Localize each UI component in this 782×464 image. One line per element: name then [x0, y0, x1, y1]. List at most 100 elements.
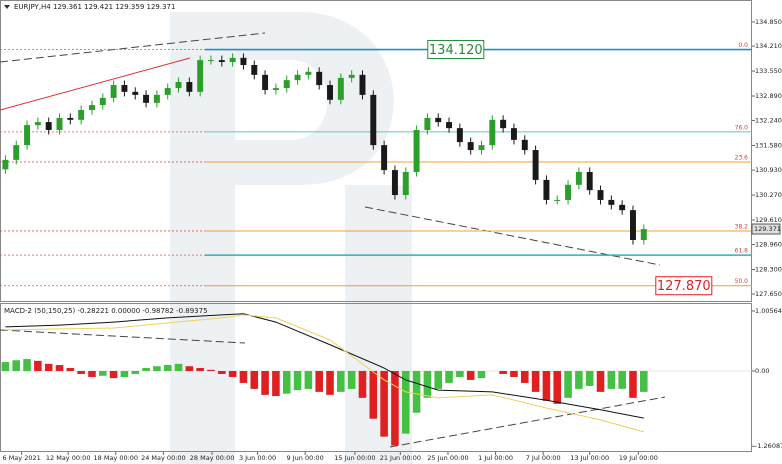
macd-line — [5, 314, 644, 433]
histogram-bar — [282, 370, 291, 394]
candle-body — [456, 128, 463, 143]
histogram-bar — [477, 370, 486, 379]
candle-body — [327, 85, 333, 100]
candle-body — [240, 57, 247, 66]
level-label: 50.0 — [735, 278, 749, 285]
histogram-bar — [423, 370, 432, 398]
last-price-label: 129.371 — [754, 225, 781, 233]
trend-lines — [0, 32, 666, 448]
y-tick-label: 0.00 — [755, 367, 769, 375]
histogram-bar — [1, 362, 10, 371]
candle-body — [197, 60, 204, 92]
candle-body — [619, 204, 626, 211]
candle-body — [34, 122, 41, 126]
x-tick-label: 6 May 2021 — [3, 454, 41, 462]
y-tick-label: 134.850 — [755, 18, 782, 26]
x-tick-label: 15 Jun 00:00 — [334, 454, 375, 462]
histogram-bar — [542, 370, 551, 401]
x-tick-label: 24 May 00:00 — [141, 454, 186, 462]
candle-body — [218, 60, 225, 62]
price-box — [655, 276, 713, 296]
histogram-bar — [99, 370, 107, 376]
level-label: 38.2 — [735, 223, 749, 230]
histogram-bar — [531, 370, 540, 392]
y-tick-label: 132.240 — [755, 117, 782, 125]
histogram-bar — [88, 370, 96, 377]
histogram-bar — [499, 370, 507, 374]
histogram-bar — [239, 370, 248, 383]
histogram-bar — [445, 370, 453, 383]
y-tick-label: 127.650 — [755, 290, 782, 298]
histogram-bar — [23, 359, 31, 371]
last-price-box — [751, 223, 781, 235]
histogram-bar — [120, 370, 129, 377]
candle-body — [110, 85, 117, 98]
candle-body — [67, 117, 74, 120]
histogram-bar — [369, 370, 378, 419]
level-label: 0.0 — [738, 42, 748, 49]
candle-body — [500, 119, 507, 129]
histogram-bar — [575, 370, 583, 389]
candle-body — [294, 74, 301, 81]
macd-frame — [0, 303, 752, 452]
histogram-bar — [466, 370, 475, 380]
histogram-bar — [77, 370, 85, 374]
histogram-bar — [347, 370, 356, 389]
candle-body — [640, 229, 647, 241]
histogram-bar — [434, 370, 443, 389]
x-tick-label: 28 May 00:00 — [190, 454, 235, 462]
candle-body — [283, 80, 290, 89]
candle-body — [121, 85, 128, 92]
candle-body — [24, 125, 31, 146]
histogram-bar — [12, 360, 21, 371]
histogram-bar — [228, 370, 237, 377]
histogram-bar — [358, 370, 367, 398]
y-tick-label: 133.550 — [755, 67, 782, 75]
histogram-bar — [250, 370, 259, 389]
histogram-bar — [153, 366, 161, 371]
candle-body — [272, 88, 279, 90]
x-tick-label: 1 Jul 00:00 — [478, 454, 513, 462]
y-tick-label: 131.580 — [755, 142, 782, 150]
candle-body — [153, 94, 160, 103]
candle-body — [305, 71, 312, 75]
candle-body — [413, 130, 420, 172]
candle-body — [630, 210, 636, 241]
candle-body — [391, 170, 398, 196]
histogram-bar — [55, 365, 64, 371]
histogram-bar — [174, 363, 183, 371]
x-tick-label: 19 Jul 00:00 — [619, 454, 658, 462]
histogram-bar — [315, 370, 323, 392]
candle-body — [251, 65, 258, 75]
candle-body — [348, 74, 355, 78]
histogram-bar — [629, 370, 637, 398]
candle-body — [143, 94, 150, 103]
candle-body — [608, 199, 615, 205]
histogram-bar — [44, 363, 53, 371]
histogram-bar — [185, 366, 194, 371]
y-tick-label: 128.960 — [755, 241, 782, 249]
candle-body — [586, 171, 593, 191]
histogram-bar — [261, 370, 269, 395]
candle-body — [337, 77, 344, 100]
histogram-bar — [585, 370, 594, 386]
y-tick-label: 132.890 — [755, 92, 782, 100]
histogram-bar — [109, 370, 118, 379]
price-box-label: 134.120 — [429, 43, 483, 58]
x-tick-label: 21 Jun 00:00 — [380, 454, 421, 462]
candle-body — [164, 88, 171, 95]
x-tick-label: 3 Jun 00:00 — [239, 454, 276, 462]
histogram-bar — [607, 370, 616, 389]
level-label: 76.0 — [735, 124, 749, 131]
candle-body — [45, 122, 52, 131]
candle-body — [489, 119, 496, 146]
candle-body — [478, 145, 485, 151]
histogram-bar — [337, 370, 345, 392]
y-tick-label: 1.00564 — [755, 307, 782, 315]
candle-body — [132, 91, 139, 95]
histogram-bar — [293, 370, 302, 391]
histogram-bar — [163, 365, 172, 371]
y-tick-label: 130.270 — [755, 191, 782, 199]
histogram-bar — [196, 368, 204, 371]
